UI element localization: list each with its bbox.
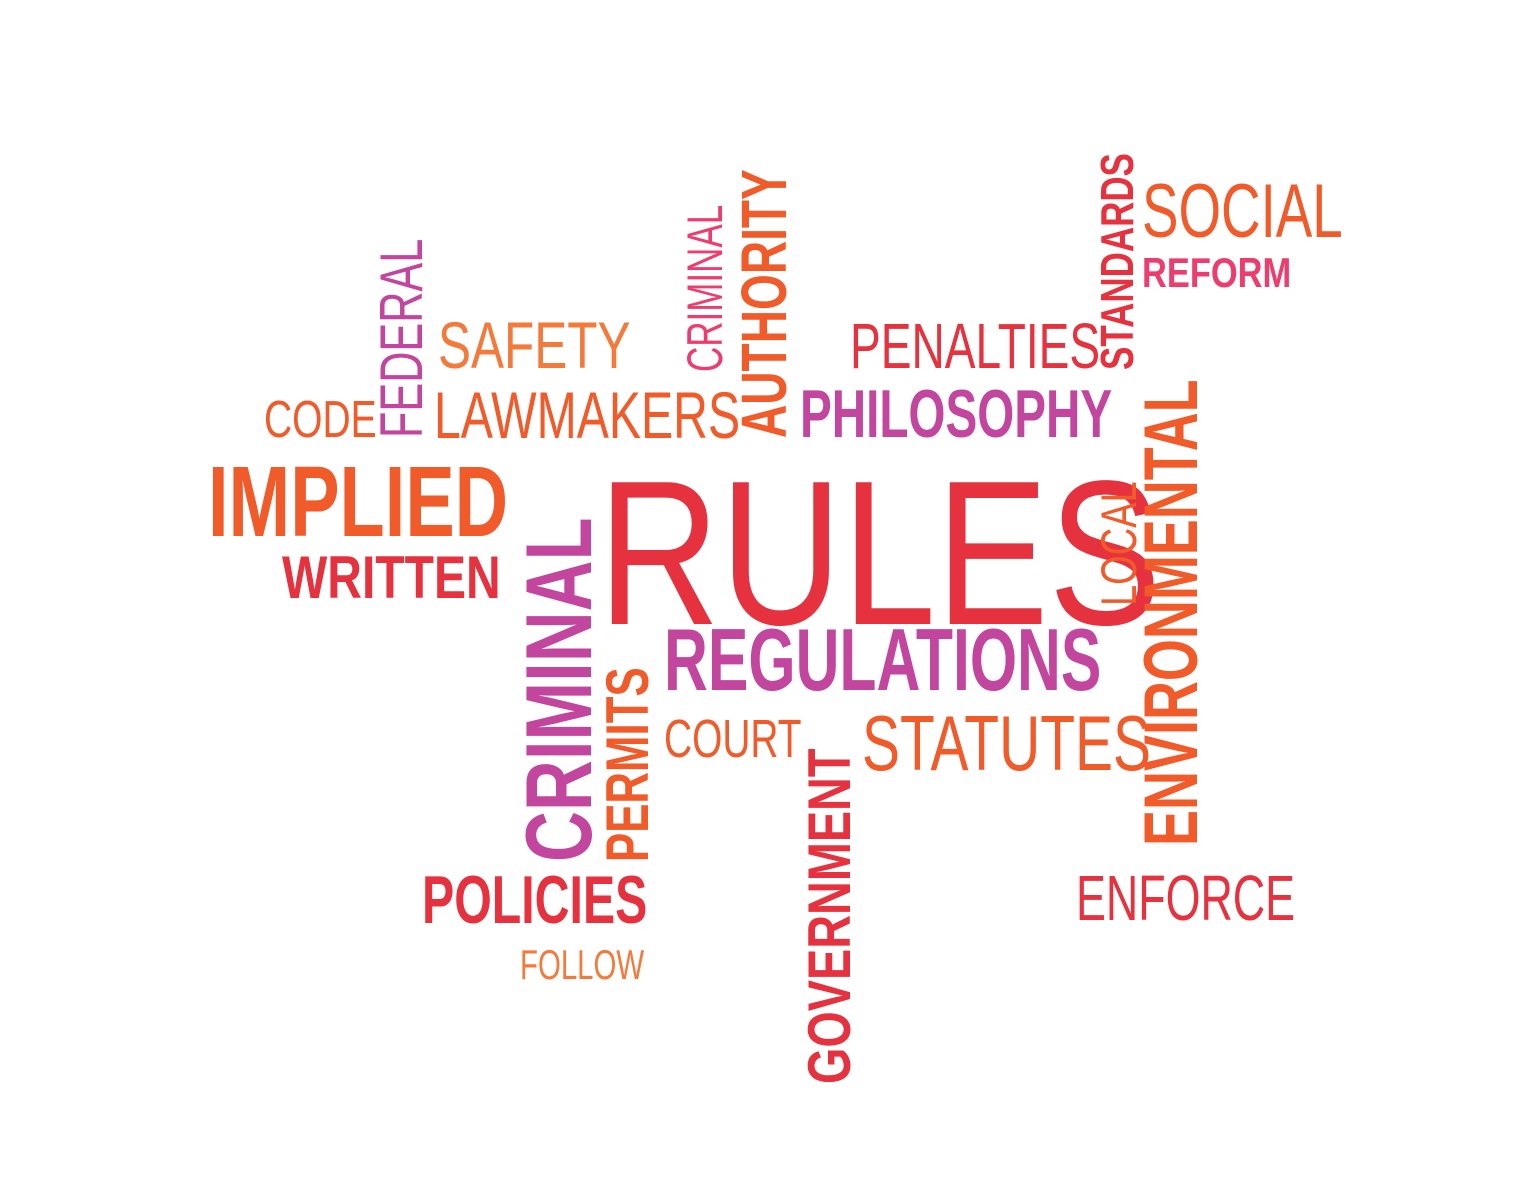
- word-lawmakers: LAWMAKERS: [434, 378, 741, 452]
- word-regulations: REGULATIONS: [664, 610, 1102, 709]
- word-rules: RULES: [598, 438, 1162, 668]
- word-penalties: PENALTIES: [850, 310, 1101, 382]
- word-policies: POLICIES: [422, 862, 648, 938]
- word-safety: SAFETY: [438, 308, 631, 382]
- word-social: SOCIAL: [1142, 169, 1343, 254]
- word-criminal-large: CRIMINAL: [506, 517, 611, 862]
- word-reform: REFORM: [1142, 249, 1292, 296]
- word-follow: FOLLOW: [520, 941, 645, 988]
- word-statutes: STATUTES: [862, 699, 1151, 787]
- word-government: GOVERNMENT: [796, 748, 863, 1084]
- word-authority: AUTHORITY: [728, 169, 800, 438]
- word-implied: IMPLIED: [208, 446, 509, 558]
- word-written: WRITTEN: [282, 544, 501, 611]
- word-federal: FEDERAL: [368, 238, 435, 438]
- word-standards: STANDARDS: [1091, 153, 1143, 370]
- word-criminal-small: CRIMINAL: [677, 204, 733, 372]
- word-environmental: ENVIRONMENTAL: [1129, 379, 1214, 846]
- word-enforce: ENFORCE: [1076, 862, 1296, 934]
- word-permits: PERMITS: [594, 667, 661, 862]
- word-court: COURT: [664, 709, 802, 769]
- word-philosophy: PHILOSOPHY: [800, 376, 1113, 452]
- word-code: CODE: [264, 391, 377, 449]
